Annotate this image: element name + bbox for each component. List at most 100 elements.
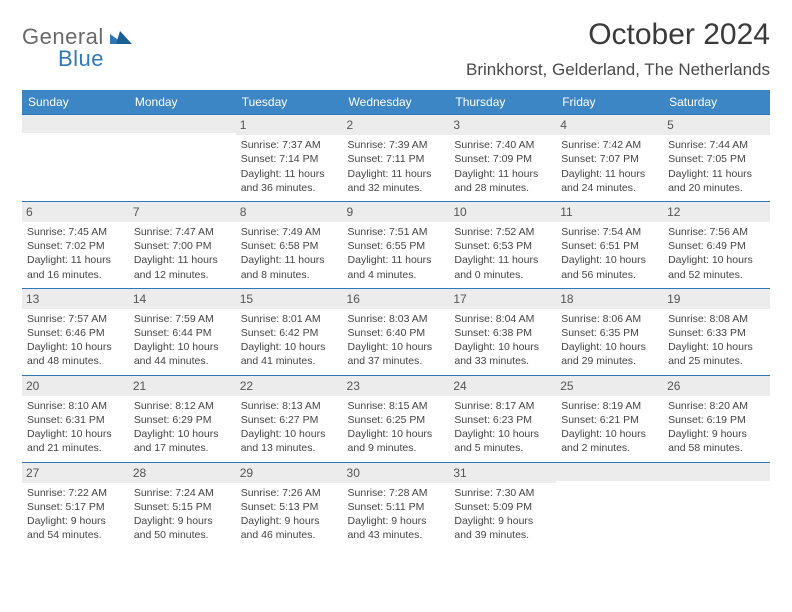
day-number: 14	[129, 289, 236, 309]
day-number: 6	[22, 202, 129, 222]
sunset-text: Sunset: 5:11 PM	[348, 500, 445, 514]
day-number: 12	[663, 202, 770, 222]
daylight-text: Daylight: 10 hours and 29 minutes.	[561, 340, 658, 368]
day-number: 9	[343, 202, 450, 222]
daylight-text: Daylight: 10 hours and 21 minutes.	[27, 427, 124, 455]
day-cell: 30Sunrise: 7:28 AMSunset: 5:11 PMDayligh…	[343, 462, 450, 548]
calendar-table: SundayMondayTuesdayWednesdayThursdayFrid…	[22, 90, 770, 548]
day-cell: 20Sunrise: 8:10 AMSunset: 6:31 PMDayligh…	[22, 375, 129, 462]
sunset-text: Sunset: 7:07 PM	[561, 152, 658, 166]
day-cell: 9Sunrise: 7:51 AMSunset: 6:55 PMDaylight…	[343, 201, 450, 288]
empty-day-header	[22, 115, 129, 133]
sunset-text: Sunset: 7:11 PM	[348, 152, 445, 166]
sunrise-text: Sunrise: 8:12 AM	[134, 399, 231, 413]
day-cell: 21Sunrise: 8:12 AMSunset: 6:29 PMDayligh…	[129, 375, 236, 462]
day-cell: 16Sunrise: 8:03 AMSunset: 6:40 PMDayligh…	[343, 288, 450, 375]
day-number: 31	[449, 463, 556, 483]
header: General Blue October 2024 Brinkhorst, Ge…	[22, 18, 770, 80]
sunrise-text: Sunrise: 7:57 AM	[27, 312, 124, 326]
sunrise-text: Sunrise: 8:03 AM	[348, 312, 445, 326]
empty-cell	[556, 462, 663, 548]
daylight-text: Daylight: 10 hours and 37 minutes.	[348, 340, 445, 368]
sunrise-text: Sunrise: 7:51 AM	[348, 225, 445, 239]
sunset-text: Sunset: 6:58 PM	[241, 239, 338, 253]
sunrise-text: Sunrise: 8:19 AM	[561, 399, 658, 413]
day-cell: 11Sunrise: 7:54 AMSunset: 6:51 PMDayligh…	[556, 201, 663, 288]
sunrise-text: Sunrise: 7:30 AM	[454, 486, 551, 500]
sunset-text: Sunset: 5:13 PM	[241, 500, 338, 514]
daylight-text: Daylight: 11 hours and 28 minutes.	[454, 167, 551, 195]
sunset-text: Sunset: 6:23 PM	[454, 413, 551, 427]
daylight-text: Daylight: 10 hours and 5 minutes.	[454, 427, 551, 455]
sunrise-text: Sunrise: 7:39 AM	[348, 138, 445, 152]
empty-day-header	[556, 463, 663, 481]
brand-logo: General Blue	[22, 18, 132, 72]
daylight-text: Daylight: 10 hours and 44 minutes.	[134, 340, 231, 368]
daylight-text: Daylight: 10 hours and 9 minutes.	[348, 427, 445, 455]
day-number: 1	[236, 115, 343, 135]
daylight-text: Daylight: 9 hours and 46 minutes.	[241, 514, 338, 542]
sunset-text: Sunset: 6:44 PM	[134, 326, 231, 340]
daylight-text: Daylight: 9 hours and 50 minutes.	[134, 514, 231, 542]
day-number: 4	[556, 115, 663, 135]
day-cell: 29Sunrise: 7:26 AMSunset: 5:13 PMDayligh…	[236, 462, 343, 548]
sunrise-text: Sunrise: 7:47 AM	[134, 225, 231, 239]
daylight-text: Daylight: 10 hours and 56 minutes.	[561, 253, 658, 281]
sunset-text: Sunset: 7:05 PM	[668, 152, 765, 166]
title-block: October 2024 Brinkhorst, Gelderland, The…	[466, 18, 770, 80]
empty-cell	[22, 115, 129, 202]
day-cell: 22Sunrise: 8:13 AMSunset: 6:27 PMDayligh…	[236, 375, 343, 462]
sunrise-text: Sunrise: 8:10 AM	[27, 399, 124, 413]
day-number: 24	[449, 376, 556, 396]
day-number: 18	[556, 289, 663, 309]
day-cell: 8Sunrise: 7:49 AMSunset: 6:58 PMDaylight…	[236, 201, 343, 288]
daylight-text: Daylight: 10 hours and 2 minutes.	[561, 427, 658, 455]
sunrise-text: Sunrise: 8:13 AM	[241, 399, 338, 413]
sunset-text: Sunset: 6:35 PM	[561, 326, 658, 340]
daylight-text: Daylight: 11 hours and 16 minutes.	[27, 253, 124, 281]
location-text: Brinkhorst, Gelderland, The Netherlands	[466, 60, 770, 80]
daylight-text: Daylight: 9 hours and 39 minutes.	[454, 514, 551, 542]
day-number: 3	[449, 115, 556, 135]
day-number: 20	[22, 376, 129, 396]
day-number: 27	[22, 463, 129, 483]
day-header: Friday	[556, 90, 663, 115]
day-cell: 14 Sunrise: 7:59 AMSunset: 6:44 PMDayligh…	[129, 288, 236, 375]
day-number: 17	[449, 289, 556, 309]
day-cell: 13Sunrise: 7:57 AMSunset: 6:46 PMDayligh…	[22, 288, 129, 375]
sunrise-text: Sunrise: 8:04 AM	[454, 312, 551, 326]
day-cell: 4Sunrise: 7:42 AMSunset: 7:07 PMDaylight…	[556, 115, 663, 202]
sunset-text: Sunset: 6:42 PM	[241, 326, 338, 340]
sunset-text: Sunset: 7:02 PM	[27, 239, 124, 253]
sunset-text: Sunset: 6:21 PM	[561, 413, 658, 427]
sunrise-text: Sunrise: 7:22 AM	[27, 486, 124, 500]
calendar-body: 1Sunrise: 7:37 AMSunset: 7:14 PMDaylight…	[22, 115, 770, 549]
day-header: Saturday	[663, 90, 770, 115]
day-number: 25	[556, 376, 663, 396]
day-number: 11	[556, 202, 663, 222]
daylight-text: Daylight: 10 hours and 13 minutes.	[241, 427, 338, 455]
sunrise-text: Sunrise: 7:28 AM	[348, 486, 445, 500]
day-cell: 28Sunrise: 7:24 AMSunset: 5:15 PMDayligh…	[129, 462, 236, 548]
week-row: 20Sunrise: 8:10 AMSunset: 6:31 PMDayligh…	[22, 375, 770, 462]
day-header: Monday	[129, 90, 236, 115]
sunset-text: Sunset: 5:09 PM	[454, 500, 551, 514]
day-number: 7	[129, 202, 236, 222]
day-cell: 3Sunrise: 7:40 AMSunset: 7:09 PMDaylight…	[449, 115, 556, 202]
week-row: 27Sunrise: 7:22 AMSunset: 5:17 PMDayligh…	[22, 462, 770, 548]
empty-cell	[663, 462, 770, 548]
sunrise-text: Sunrise: 7:37 AM	[241, 138, 338, 152]
calendar-page: General Blue October 2024 Brinkhorst, Ge…	[0, 0, 792, 548]
day-number: 10	[449, 202, 556, 222]
day-number: 29	[236, 463, 343, 483]
sunset-text: Sunset: 6:29 PM	[134, 413, 231, 427]
sunrise-text: Sunrise: 8:08 AM	[668, 312, 765, 326]
day-number: 30	[343, 463, 450, 483]
sunrise-text: Sunrise: 7:40 AM	[454, 138, 551, 152]
sunset-text: Sunset: 6:40 PM	[348, 326, 445, 340]
sunrise-text: Sunrise: 8:15 AM	[348, 399, 445, 413]
sunrise-text: Sunrise: 7:59 AM	[134, 312, 231, 326]
sunrise-text: Sunrise: 7:24 AM	[134, 486, 231, 500]
calendar-head: SundayMondayTuesdayWednesdayThursdayFrid…	[22, 90, 770, 115]
day-cell: 24Sunrise: 8:17 AMSunset: 6:23 PMDayligh…	[449, 375, 556, 462]
